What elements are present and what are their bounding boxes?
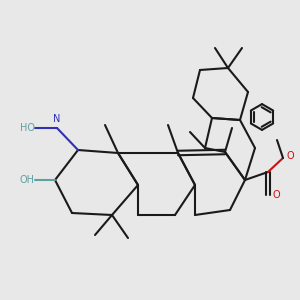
Text: HO: HO [20, 123, 35, 133]
Text: N: N [53, 113, 61, 124]
Text: O: O [286, 152, 294, 161]
Text: O: O [272, 190, 280, 200]
Text: OH: OH [20, 175, 35, 185]
